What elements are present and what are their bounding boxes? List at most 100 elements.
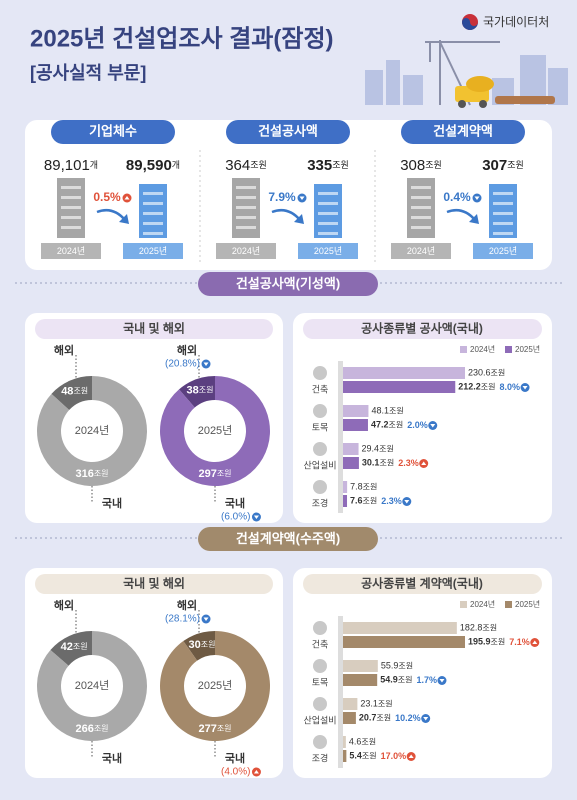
bar [343, 660, 378, 672]
value: 195.9 [468, 637, 491, 647]
value: 48 [61, 386, 73, 398]
window-band [236, 216, 256, 219]
year-label: 2025년 [139, 246, 167, 256]
category-icon [313, 621, 327, 635]
window-band [236, 206, 256, 209]
summary-title: 건설공사액 [258, 123, 318, 138]
window-band [318, 222, 338, 225]
change-arrow [439, 679, 445, 683]
year-box [41, 243, 101, 259]
donut-year: 2024년 [75, 424, 110, 437]
bar-change: 2.0% [407, 420, 428, 430]
bar-label: 30.1조원 [362, 458, 394, 468]
window-band [493, 232, 513, 235]
bar [343, 381, 456, 393]
unit: 조원 [363, 497, 378, 506]
unit: 조원 [250, 160, 267, 170]
unit: 조원 [201, 640, 216, 649]
card-title: 국내 및 해외 [123, 321, 185, 336]
bar-card [293, 568, 552, 778]
donut-overseas [51, 376, 92, 411]
unit: 조원 [389, 407, 404, 416]
change-arrow [124, 196, 130, 200]
bar [343, 698, 358, 710]
bar-label: 54.9조원 [380, 675, 412, 685]
overseas-value: 30조원 [189, 639, 216, 651]
bar-change: 8.0% [500, 382, 521, 392]
window-band [411, 216, 431, 219]
category-icon [313, 480, 327, 494]
window-band [318, 202, 338, 205]
bar-change: 2.3% [381, 496, 402, 506]
legend-swatch [505, 601, 512, 608]
value: 20.7 [359, 713, 377, 723]
change-arrow [430, 424, 436, 428]
category-label: 산업설비 [303, 460, 336, 470]
bar-label: 7.6조원 [350, 496, 377, 506]
change-arrow [299, 196, 305, 200]
summary-value: 307조원 [482, 157, 524, 174]
legend-label: 2025년 [515, 599, 540, 609]
bar-label: 4.6조원 [349, 737, 376, 747]
donut-year: 2025년 [198, 424, 233, 437]
window-band [61, 226, 81, 229]
bar-label: 29.4조원 [362, 444, 394, 454]
value: 307 [482, 157, 507, 174]
domestic-label: 국내 [225, 751, 245, 765]
change-arrow [203, 617, 209, 621]
value: 335 [307, 157, 332, 174]
bar-axis [338, 616, 343, 768]
window-band [143, 212, 163, 215]
value: 308 [400, 157, 425, 174]
card-title: 공사종류별 계약액(국내) [361, 576, 483, 591]
year-box [216, 243, 276, 259]
summary-change: 7.9% [268, 190, 296, 204]
unit: 조원 [217, 469, 232, 478]
domestic-value: 316조원 [75, 468, 108, 480]
card-title-bg [35, 319, 273, 339]
donut-year: 2024년 [75, 679, 110, 692]
bar-label: 230.6조원 [468, 368, 505, 378]
bar-label: 212.2조원 [458, 382, 495, 392]
category-icon [313, 442, 327, 456]
bar [343, 495, 348, 507]
donut-domestic [159, 631, 270, 741]
value: 30.1 [362, 458, 380, 468]
summary-value: 308조원 [400, 157, 442, 174]
bar [343, 405, 369, 417]
donut-domestic [160, 375, 271, 486]
flow-arrow [271, 209, 301, 221]
summary-value: 335조원 [307, 157, 349, 174]
value: 30 [189, 639, 201, 651]
section-pill [198, 527, 378, 551]
domestic-value: 266조원 [75, 723, 108, 735]
unit: 조원 [491, 369, 506, 378]
value: 7.6 [350, 496, 363, 506]
bar-change: 7.1% [509, 637, 530, 647]
category-label: 조경 [312, 497, 329, 508]
change-arrow [474, 196, 480, 200]
overseas-value: 38조원 [187, 385, 214, 397]
donut-domestic [36, 376, 147, 486]
change-arrow [522, 386, 528, 390]
summary-pill [51, 120, 175, 144]
bar [343, 636, 465, 648]
category-label: 토목 [312, 422, 329, 432]
subtitle: [공사실적 부문] [30, 63, 146, 83]
value: 7.8 [350, 482, 363, 492]
card-title-bg [303, 319, 542, 339]
unit: 조원 [491, 638, 506, 647]
window-band [493, 192, 513, 195]
window-band [411, 206, 431, 209]
value: 48.1 [371, 406, 389, 416]
bar [343, 367, 465, 379]
overseas-value: 42조원 [61, 641, 88, 653]
year-box [123, 243, 183, 259]
unit: 조원 [482, 624, 497, 633]
value: 182.8 [460, 623, 483, 633]
window-band [318, 232, 338, 235]
summary-value: 89,590개 [126, 157, 180, 174]
value: 55.9 [381, 661, 399, 671]
window-band [411, 196, 431, 199]
value: 89,101 [44, 157, 90, 174]
